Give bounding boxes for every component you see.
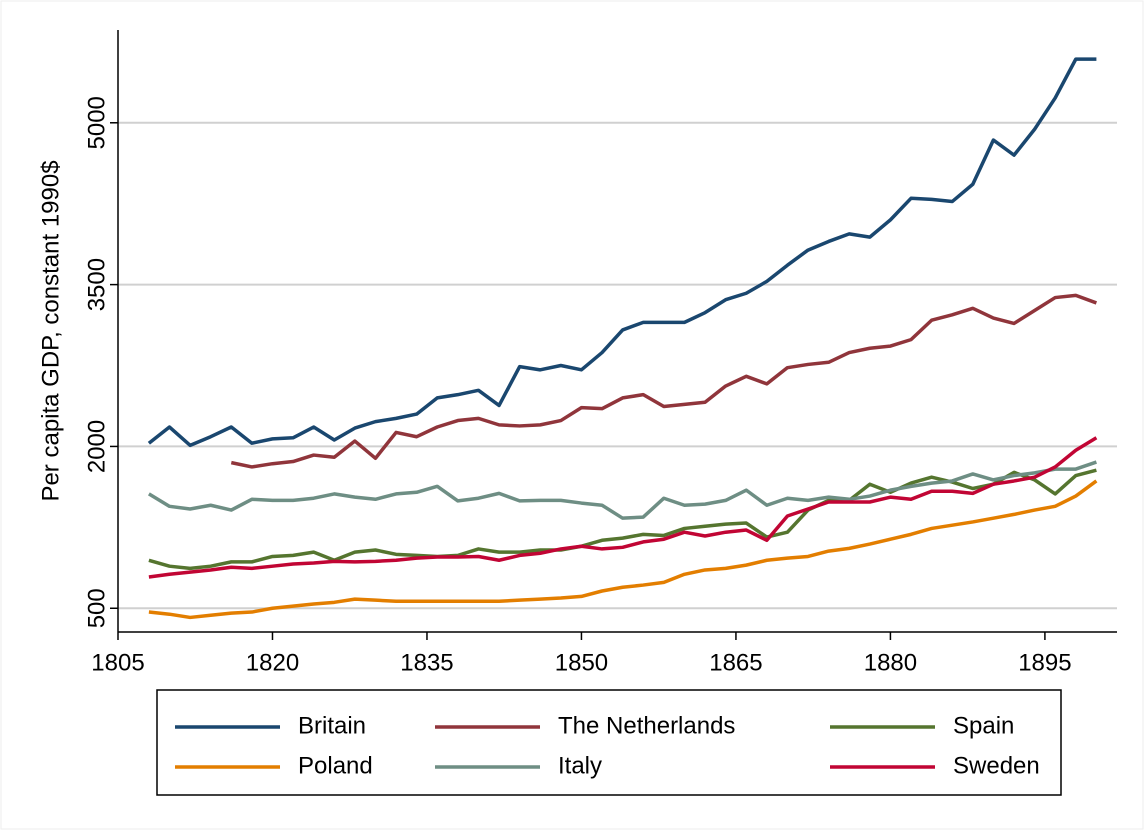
line-series: [148, 468, 1097, 571]
x-tick-label: 1835: [400, 649, 453, 676]
y-tick-label: 500: [83, 588, 110, 628]
x-tick-label: 1805: [91, 649, 144, 676]
x-tick-label: 1820: [246, 649, 299, 676]
legend-box: [156, 689, 1062, 796]
legend-label: Britain: [298, 712, 366, 739]
line-series: [148, 479, 1098, 620]
line-series: [147, 57, 1097, 448]
x-tick-label: 1850: [555, 649, 608, 676]
x-tick-label: 1865: [709, 649, 762, 676]
legend-label: Spain: [953, 712, 1014, 739]
legend-label: Sweden: [953, 752, 1040, 779]
line-series: [230, 293, 1098, 469]
x-tick-label: 1895: [1018, 649, 1071, 676]
y-axis-title: Per capita GDP, constant 1990$: [37, 160, 64, 501]
legend-label: Italy: [558, 752, 602, 779]
line-series: [148, 436, 1098, 579]
legend-label: The Netherlands: [558, 712, 735, 739]
x-tick-label: 1880: [864, 649, 917, 676]
y-tick-label: 3500: [83, 258, 110, 311]
y-tick-label: 5000: [83, 96, 110, 149]
line-series: [147, 460, 1097, 520]
y-tick-label: 2000: [83, 420, 110, 473]
legend-label: Poland: [298, 752, 373, 779]
